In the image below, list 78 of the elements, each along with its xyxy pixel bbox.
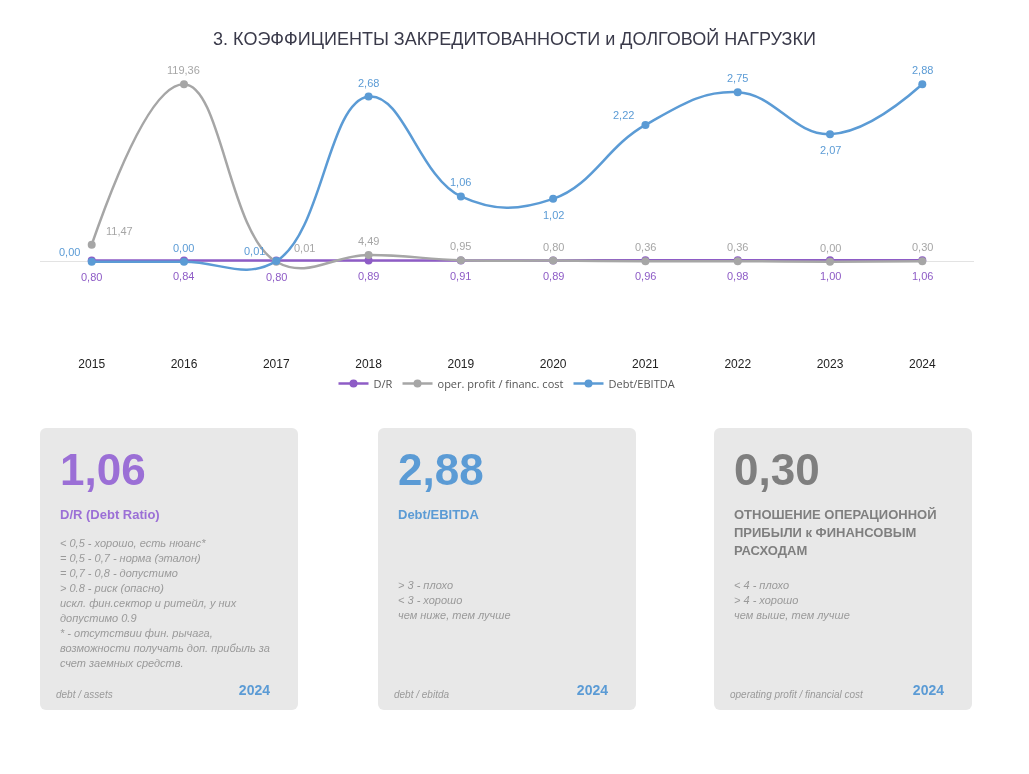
data-label: 0,84 [173, 270, 195, 282]
x-tick-label: 2015 [78, 357, 106, 371]
point [826, 130, 835, 139]
x-tick-label: 2016 [170, 357, 198, 371]
point [641, 120, 650, 129]
data-label: 0,30 [912, 241, 934, 253]
text: чем выше, тем лучше [734, 608, 851, 623]
data-label: 2,22 [613, 109, 635, 121]
point [364, 92, 373, 101]
x-tick-label: 2021 [632, 357, 660, 371]
text: чем ниже, тем лучше [398, 608, 512, 623]
data-label: 0,80 [266, 271, 288, 283]
data-label: 0,98 [727, 270, 749, 282]
text: operating profit / financial cost [730, 689, 863, 700]
point [456, 192, 465, 201]
data-label: 1,02 [543, 209, 565, 221]
point [918, 80, 927, 89]
text: > 4 - хорошо [734, 593, 800, 608]
x-tick-label: 2019 [447, 357, 475, 371]
data-label: 1,06 [912, 270, 934, 282]
data-label: 0,96 [635, 270, 657, 282]
text: < 3 - хорошо [398, 593, 464, 608]
text: 1,06 [60, 445, 147, 494]
x-tick-label: 2020 [539, 357, 567, 371]
data-label: 0,89 [543, 270, 565, 282]
data-label: 0,00 [59, 246, 81, 258]
data-label: 11,47 [106, 225, 133, 237]
data-label: 0,36 [727, 241, 749, 253]
data-label: 4,49 [358, 235, 380, 247]
data-label: 0,00 [173, 242, 195, 254]
data-label: 0,95 [450, 240, 472, 252]
text: > 3 - плохо [398, 578, 454, 593]
legend-label: Debt/EBITDA [608, 375, 675, 391]
text: < 4 - плохо [734, 578, 790, 593]
text: искл. фин.сектор и ритейл, у них допустимо 0.9 [60, 596, 238, 626]
text: Debt/EBITDA [398, 506, 480, 524]
text: 2024 [576, 682, 608, 698]
data-label: 0,80 [543, 241, 565, 253]
point [549, 194, 558, 203]
data-label: 119,36 [167, 64, 200, 76]
data-label: 0,01 [244, 245, 266, 257]
legend-label: D/R [373, 375, 393, 391]
x-tick-label: 2017 [262, 357, 290, 371]
text: 2024 [912, 682, 944, 698]
x-tick-label: 2018 [355, 357, 383, 371]
text: * - отсутствии фин. рычага, возможности получать доп. прибыль за счет заемных средств. [60, 626, 271, 671]
text: debt / assets [56, 689, 113, 700]
x-tick-label: 2024 [908, 357, 936, 371]
x-tick-label: 2022 [724, 357, 752, 371]
data-label: 0,00 [820, 242, 842, 254]
data-label: 1,00 [820, 270, 842, 282]
text: > 0.8 - риск (опасно) [60, 581, 165, 596]
point [87, 240, 96, 249]
text: = 0,7 - 0,8 - допустимо [60, 566, 179, 581]
data-label: 0,01 [294, 242, 316, 254]
data-label: 2,68 [358, 77, 380, 89]
data-label: 2,88 [912, 64, 934, 76]
x-tick-label: 2023 [816, 357, 844, 371]
text: ОТНОШЕНИЕ ОПЕРАЦИОННОЙ ПРИБЫЛИ к ФИНАНСОВЫМ РАСХОДАМ [734, 506, 938, 560]
point [179, 80, 188, 89]
text: < 0,5 - хорошо, есть нюанс* [60, 536, 207, 551]
data-label: 0,80 [81, 271, 103, 283]
text: debt / ebitda [394, 689, 450, 700]
text: = 0,5 - 0,7 - норма (эталон) [60, 551, 202, 566]
data-label: 1,06 [450, 176, 472, 188]
point [733, 88, 742, 97]
data-label: 0,36 [635, 241, 657, 253]
data-label: 0,91 [450, 270, 472, 282]
chart-title: 3. КОЭФФИЦИЕНТЫ ЗАКРЕДИТОВАННОСТИ и ДОЛГОВОЙ НАГРУЗКИ [213, 28, 816, 50]
text: 2024 [238, 682, 270, 698]
data-label: 2,07 [820, 144, 842, 156]
data-label: 2,75 [727, 72, 749, 84]
data-label: 0,89 [358, 270, 380, 282]
text: 2,88 [398, 445, 485, 494]
legend-label: oper. profit / financ. cost [437, 375, 564, 391]
point [364, 251, 373, 260]
text: D/R (Debt Ratio) [60, 506, 161, 524]
text: 0,30 [734, 445, 821, 494]
